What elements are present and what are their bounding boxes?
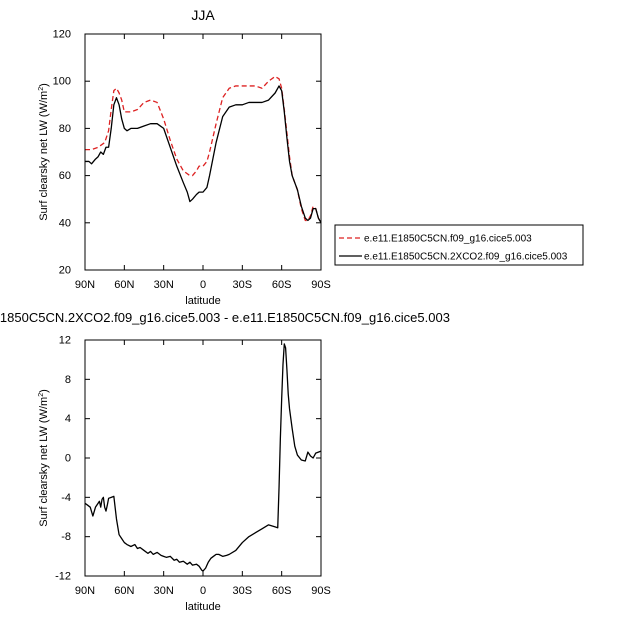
bottom-ylabel-superscript: 2 — [38, 393, 45, 397]
top-series-line-1 — [85, 85, 322, 224]
bottom-series-line-0 — [84, 343, 322, 572]
bottom-y-axis-label: Surf clearsky net LW (W/m2) — [38, 389, 50, 527]
top-ytick-label-20: 20 — [59, 265, 71, 277]
top-ytick-label-80: 80 — [59, 123, 71, 135]
top-chart: JJA 20 40 60 80 100 120 90N 60N 30N 0 30… — [38, 7, 584, 307]
top-series-line-0 — [85, 75, 322, 224]
top-series-layer — [85, 75, 322, 224]
bottom-series-layer — [84, 343, 322, 572]
top-xtick-label-90S: 90S — [311, 279, 331, 291]
bottom-x-axis: 90N 60N 30N 0 30S 60S 90S — [75, 340, 331, 597]
top-ytick-label-120: 120 — [53, 29, 71, 41]
top-xtick-label-90N: 90N — [75, 279, 95, 291]
bottom-x-axis-label: latitude — [185, 601, 220, 613]
top-ylabel-superscript: 2 — [38, 87, 45, 91]
bottom-ylabel-close: ) — [38, 389, 50, 393]
top-y-axis: 20 40 60 80 100 120 — [53, 29, 321, 277]
bottom-ytick-label-n4: -4 — [61, 492, 71, 504]
top-chart-title: JJA — [191, 7, 215, 23]
bottom-xtick-label-30S: 30S — [233, 585, 253, 597]
legend-label-control: e.e11.E1850C5CN.f09_g16.cice5.003 — [364, 234, 532, 245]
top-legend-box — [334, 224, 584, 266]
top-plot-frame — [84, 33, 322, 271]
top-ytick-label-100: 100 — [53, 76, 71, 88]
bottom-plot-frame — [84, 339, 322, 577]
bottom-y-axis: -12 -8 -4 0 4 8 12 — [55, 335, 321, 583]
bottom-ytick-label-0: 0 — [65, 453, 71, 465]
top-ytick-label-40: 40 — [59, 217, 71, 229]
bottom-xtick-label-30N: 30N — [154, 585, 174, 597]
bottom-xtick-label-60S: 60S — [272, 585, 292, 597]
bottom-ylabel-main: Surf clearsky net LW (W/m — [38, 397, 50, 527]
top-ylabel-close: ) — [38, 83, 50, 87]
top-ytick-label-60: 60 — [59, 170, 71, 182]
legend-label-2xco2: e.e11.E1850C5CN.2XCO2.f09_g16.cice5.003 — [364, 252, 568, 263]
bottom-chart-title: e.e11.E1850C5CN.2XCO2.f09_g16.cice5.003 … — [0, 310, 450, 325]
bottom-xtick-label-0: 0 — [200, 585, 206, 597]
top-xtick-label-30S: 30S — [233, 279, 253, 291]
bottom-chart: e.e11.E1850C5CN.2XCO2.f09_g16.cice5.003 … — [0, 310, 450, 613]
top-xtick-label-0: 0 — [200, 279, 206, 291]
top-xtick-label-60S: 60S — [272, 279, 292, 291]
bottom-ytick-label-n8: -8 — [61, 531, 71, 543]
top-xtick-label-30N: 30N — [154, 279, 174, 291]
top-y-axis-label: Surf clearsky net LW (W/m2) — [38, 83, 50, 221]
bottom-ytick-label-12: 12 — [59, 335, 71, 347]
top-xtick-label-60N: 60N — [114, 279, 134, 291]
top-legend: e.e11.E1850C5CN.f09_g16.cice5.003 e.e11.… — [334, 224, 584, 266]
bottom-ytick-label-4: 4 — [65, 413, 71, 425]
bottom-ytick-label-n12: -12 — [55, 571, 71, 583]
bottom-xtick-label-90N: 90N — [75, 585, 95, 597]
top-ylabel-main: Surf clearsky net LW (W/m — [38, 91, 50, 221]
top-x-axis: 90N 60N 30N 0 30S 60S 90S — [75, 34, 331, 291]
bottom-xtick-label-60N: 60N — [114, 585, 134, 597]
bottom-ytick-label-8: 8 — [65, 374, 71, 386]
top-x-axis-label: latitude — [185, 295, 220, 307]
bottom-xtick-label-90S: 90S — [311, 585, 331, 597]
